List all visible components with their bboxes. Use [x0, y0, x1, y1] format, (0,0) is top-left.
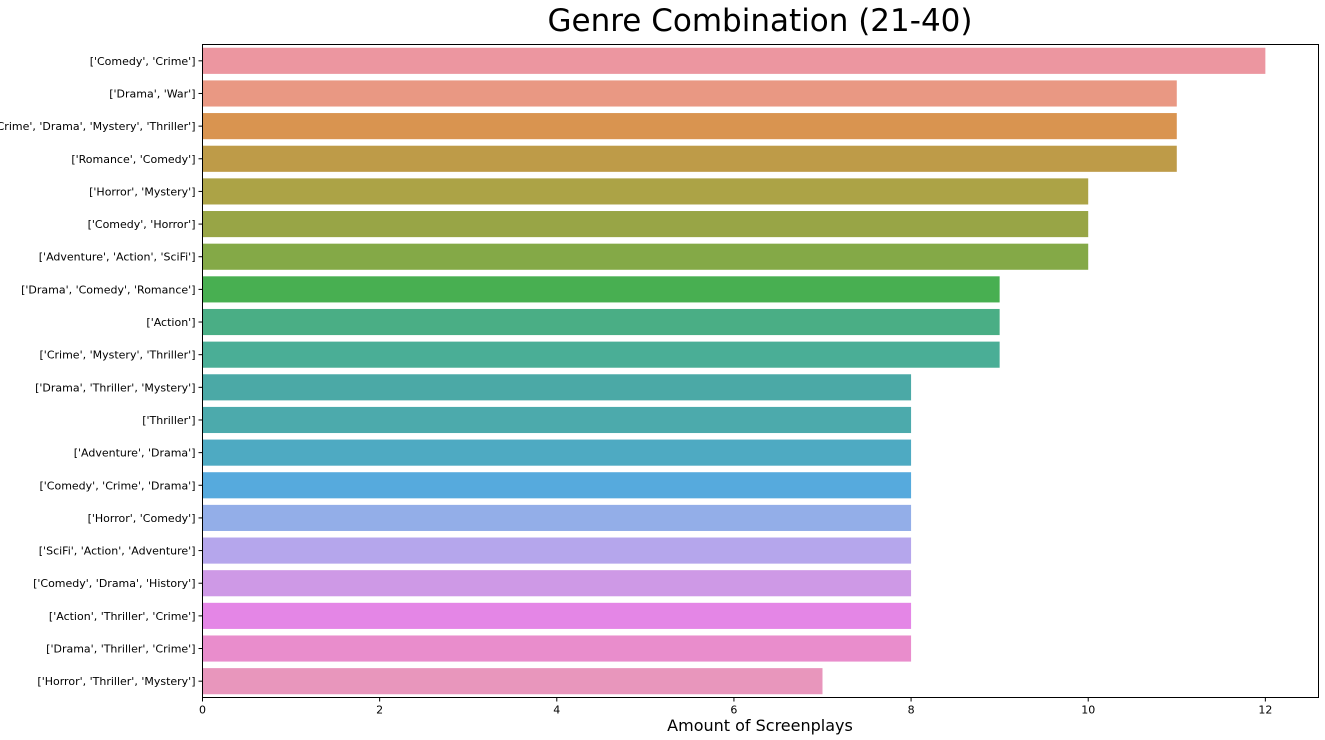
bar — [202, 439, 912, 466]
category-label: ['Thriller'] — [142, 414, 195, 427]
category-label: ['Comedy', 'Drama', 'History'] — [33, 577, 195, 590]
category-label: ['Adventure', 'Action', 'SciFi'] — [39, 251, 196, 264]
category-label: ['Comedy', 'Crime', 'Drama'] — [39, 479, 195, 492]
category-label: ['Comedy', 'Horror'] — [88, 218, 196, 231]
x-tick-label: 4 — [553, 704, 560, 717]
category-label: ['Action'] — [146, 316, 195, 329]
bar — [202, 602, 912, 629]
plot-frame — [202, 44, 1319, 698]
bar — [202, 47, 1266, 74]
category-label: ['Action', 'Thriller', 'Crime'] — [49, 610, 196, 623]
category-label: ['Drama', 'Thriller', 'Mystery'] — [35, 381, 195, 394]
bar — [202, 211, 1089, 238]
category-label: ['Adventure', 'Drama'] — [74, 447, 196, 460]
bar — [202, 178, 1089, 205]
x-tick-label: 2 — [376, 704, 383, 717]
bar — [202, 472, 912, 499]
x-tick-label: 8 — [908, 704, 915, 717]
bar — [202, 570, 912, 597]
bar — [202, 243, 1089, 270]
x-tick-label: 12 — [1258, 704, 1272, 717]
category-label: ['Drama', 'War'] — [109, 87, 195, 100]
bars-layer — [202, 47, 1266, 695]
category-label: ['Horror', 'Comedy'] — [88, 512, 196, 525]
x-tick-label: 10 — [1081, 704, 1095, 717]
category-label: ['Crime', 'Drama', 'Mystery', 'Thriller'… — [0, 120, 196, 133]
category-label: ['Comedy', 'Crime'] — [90, 55, 196, 68]
bar — [202, 537, 912, 564]
x-axis-label: Amount of Screenplays — [667, 716, 853, 735]
bar — [202, 276, 1000, 303]
category-label: ['Romance', 'Comedy'] — [71, 153, 195, 166]
bar — [202, 80, 1177, 107]
bar — [202, 635, 912, 662]
category-labels: ['Comedy', 'Crime'] ['Drama', 'War'] ['Cri… — [0, 55, 203, 688]
x-axis-ticks: 0 2 4 6 8 10 12 — [199, 697, 1272, 717]
bar — [202, 668, 823, 695]
category-label: ['SciFi', 'Action', 'Adventure'] — [39, 545, 196, 558]
chart-title: Genre Combination (21-40) — [548, 3, 973, 39]
x-tick-label: 0 — [199, 704, 206, 717]
category-label: ['Horror', 'Mystery'] — [89, 185, 195, 198]
bar — [202, 406, 912, 434]
x-tick-label: 6 — [730, 704, 737, 717]
bar — [202, 145, 1177, 172]
bar — [202, 504, 912, 531]
category-label: ['Drama', 'Comedy', 'Romance'] — [21, 283, 195, 296]
bar — [202, 341, 1000, 368]
bar — [202, 113, 1177, 140]
category-label: ['Drama', 'Thriller', 'Crime'] — [46, 643, 195, 656]
category-label: ['Crime', 'Mystery', 'Thriller'] — [40, 349, 196, 362]
bar — [202, 308, 1000, 336]
bar — [202, 374, 912, 401]
category-label: ['Horror', 'Thriller', 'Mystery'] — [37, 675, 195, 688]
